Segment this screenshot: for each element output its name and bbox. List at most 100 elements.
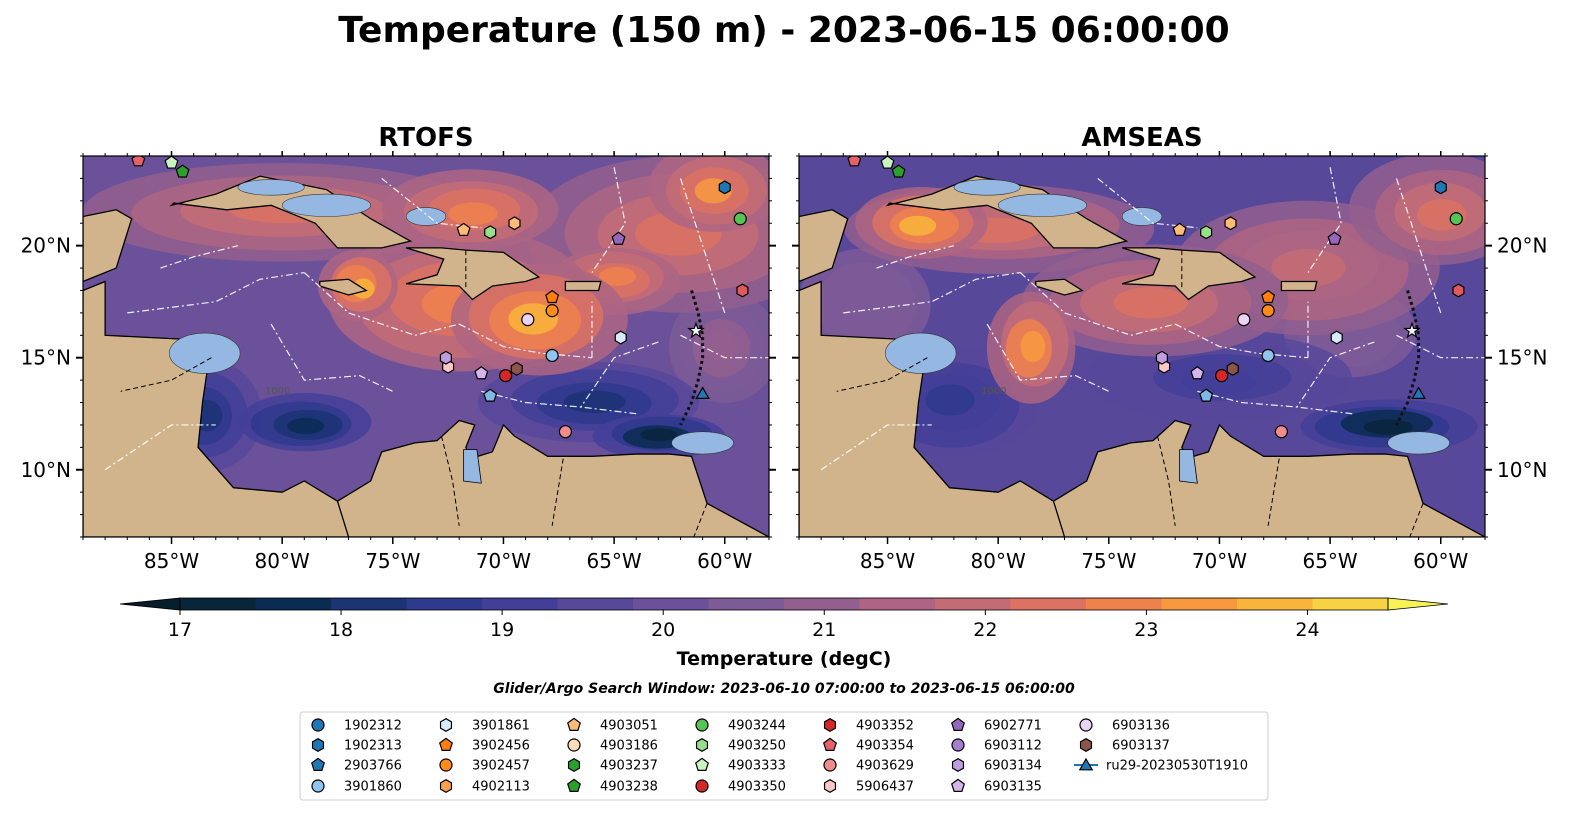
colorbar-segment	[557, 598, 634, 610]
hexagon-icon	[823, 779, 837, 793]
float-marker-4903333	[880, 156, 895, 169]
x-tick-label: 70°W	[1192, 549, 1247, 573]
circle-icon	[567, 738, 581, 752]
legend-label: 4903186	[600, 739, 658, 754]
legend-label: 5906437	[856, 780, 914, 795]
float-marker-4903244	[1449, 212, 1463, 226]
legend-item: 4903238	[567, 778, 658, 795]
colorbar-outline	[179, 597, 1389, 611]
hexagon-icon	[823, 718, 837, 732]
x-tick-label: 75°W	[365, 549, 420, 573]
colorbar-segment	[1312, 598, 1389, 610]
float-marker-3902457	[1261, 304, 1275, 318]
legend-label: 3902457	[472, 759, 530, 774]
legend-label: ru29-20230530T1910	[1106, 759, 1248, 774]
hexagon-marker-icon	[508, 216, 521, 231]
colorbar-tick-label: 18	[329, 619, 353, 641]
panel-title-amseas: AMSEAS	[1081, 123, 1202, 153]
legend-item: 4903051	[567, 717, 658, 734]
float-marker-4903629	[558, 425, 573, 439]
circle-icon	[695, 779, 709, 793]
colorbar-segment	[1237, 598, 1313, 610]
float-marker-ru29-20230530T1910	[1411, 386, 1426, 399]
float-marker-6903135	[474, 366, 489, 380]
circle-icon	[823, 758, 837, 772]
float-marker-3901860	[545, 348, 559, 363]
float-marker-6903137	[510, 361, 523, 376]
legend-item: 2903766	[311, 757, 402, 774]
hexagon-marker-icon	[736, 283, 749, 298]
hexagon-marker-icon	[1224, 216, 1237, 231]
legend-label: 4903244	[728, 719, 786, 734]
hexagon-icon	[951, 758, 965, 772]
lesser-antilles-icon	[1395, 290, 1421, 426]
colorbar-tick-label: 21	[812, 619, 836, 641]
colorbar-segment	[1010, 598, 1087, 610]
float-marker-6902771	[611, 231, 626, 245]
hexagon-marker-icon	[1452, 283, 1465, 298]
search-window-caption: Glider/Argo Search Window: 2023-06-10 07…	[493, 681, 1075, 697]
colorbar-label: Temperature (degC)	[677, 648, 892, 670]
map-panel-rtofs: RTOFS 1000 85°W 80°W 75°W 70°W 65°W 60°W 20°N 1…	[21, 123, 776, 573]
legend-label: 4903250	[728, 739, 786, 754]
colorbar-tick-label: 24	[1295, 619, 1319, 641]
float-marker-1902313	[718, 180, 731, 195]
hexagon-icon	[439, 779, 453, 793]
legend-item: 5906437	[823, 779, 914, 795]
colorbar-segment	[935, 598, 1011, 610]
legend-label: 4903352	[856, 719, 914, 734]
contour-label-1000: 1000	[981, 386, 1006, 397]
circle-icon	[311, 718, 325, 732]
float-markers	[847, 156, 1465, 439]
legend-item: 6903112	[951, 738, 1042, 754]
colorbar: 17 18 19 20 21 22 23 24 Temperature (degC)	[119, 597, 1449, 670]
float-marker-3902457	[545, 304, 559, 318]
legend-label: 4903333	[728, 759, 786, 774]
map-frame	[798, 155, 1486, 538]
pentagon-marker-icon	[1199, 388, 1214, 402]
legend-label: 4903238	[600, 780, 658, 795]
legend-label: 6903134	[984, 759, 1042, 774]
pentagon-icon	[439, 737, 453, 751]
legend-item: 6903137	[1079, 738, 1170, 754]
circle-icon	[695, 718, 709, 732]
star-marker-icon	[1403, 321, 1421, 339]
legend-item: 3901860	[311, 779, 402, 795]
legend-label: 4902113	[472, 780, 530, 795]
colorbar-segment	[633, 598, 709, 610]
legend-label: 6903112	[984, 739, 1042, 754]
legend-label: 3901860	[344, 780, 402, 795]
colorbar-tick-label: 20	[651, 619, 675, 641]
colorbar-segment	[331, 598, 407, 610]
x-tick-label: 80°W	[971, 549, 1026, 573]
float-marker-3901861	[614, 330, 627, 345]
pentagon-icon	[695, 757, 709, 771]
pentagon-icon	[567, 778, 581, 792]
y-tick-label: 10°N	[1497, 458, 1547, 482]
x-tick-label: 65°W	[586, 549, 641, 573]
float-marker-6903135	[1190, 366, 1205, 380]
legend-label: 4903354	[856, 739, 914, 754]
figure-title: Temperature (150 m) - 2023-06-15 06:00:0…	[338, 10, 1229, 51]
float-marker-3901860	[1261, 348, 1275, 363]
legend-label: 4903350	[728, 780, 786, 795]
legend-label: 4903629	[856, 759, 914, 774]
colorbar-segment	[482, 598, 558, 610]
colorbar-tick-label: 19	[490, 619, 514, 641]
x-tick-label: 60°W	[697, 549, 752, 573]
y-tick-label: 10°N	[21, 458, 71, 482]
float-marker-6902771	[1327, 231, 1342, 245]
float-marker-4903350	[499, 369, 513, 383]
colorbar-segment	[1161, 598, 1238, 610]
legend-item: 3901861	[439, 718, 530, 734]
float-marker-6903136	[1237, 313, 1251, 327]
y-tick-label: 20°N	[21, 234, 71, 258]
legend-label: 3902456	[472, 739, 530, 754]
y-tick-label: 15°N	[21, 346, 71, 370]
legend-item: 6902771	[951, 717, 1042, 734]
float-marker-6903137	[1226, 361, 1239, 376]
landmass	[83, 156, 769, 537]
legend-item: 3902457	[439, 758, 530, 774]
legend-label: 1902312	[344, 719, 402, 734]
hexagon-icon	[567, 758, 581, 772]
